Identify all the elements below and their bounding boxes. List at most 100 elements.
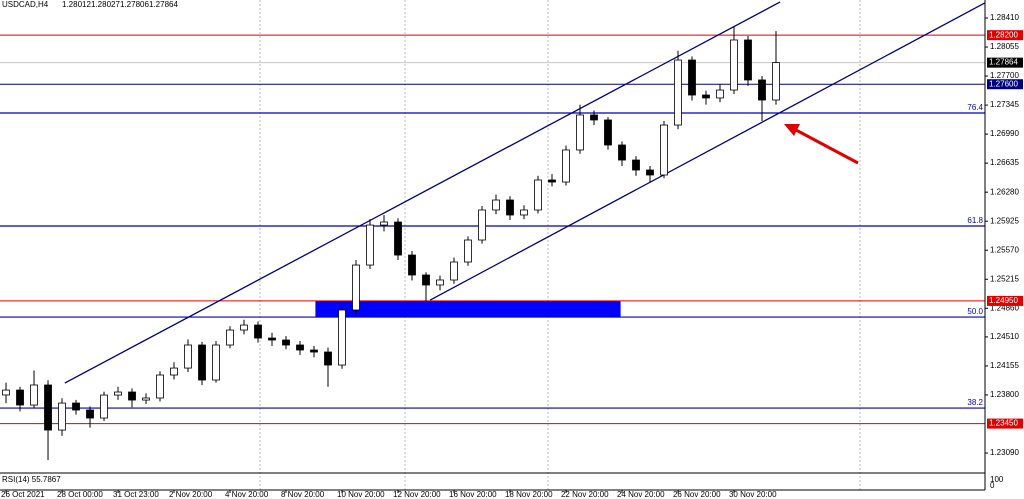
y-tick-label: 1.24860 [990, 303, 1019, 312]
candle-body [744, 39, 752, 81]
price-label-box [987, 295, 1023, 306]
x-tick-label: 22 Nov 20:00 [561, 490, 609, 499]
candle-body [394, 221, 402, 256]
x-tick-label: 4 Nov 20:00 [225, 490, 269, 499]
candle-body [478, 209, 486, 241]
price-label-box [987, 79, 1023, 90]
y-tick-label: 1.25215 [990, 274, 1019, 283]
candle-body [72, 402, 80, 411]
candle-body [464, 239, 472, 263]
candle-body [520, 209, 528, 216]
arrow [784, 124, 859, 165]
candle-body [212, 344, 220, 381]
y-tick-label: 1.26635 [990, 158, 1019, 167]
candle-body [240, 324, 248, 331]
current-price-label: 1.27864 [989, 58, 1018, 67]
candle-body [324, 351, 332, 366]
indicator-tick-label: 0 [990, 481, 995, 490]
candle-body [58, 402, 66, 431]
x-tick-label: 16 Nov 20:00 [449, 490, 497, 499]
candle-body [758, 79, 766, 101]
y-tick-label: 1.23090 [990, 448, 1019, 457]
arrow-head [784, 124, 800, 136]
candle-body [590, 114, 598, 121]
channel-line [429, 2, 985, 301]
price-label: 1.24950 [989, 296, 1018, 305]
candle-body [100, 394, 108, 419]
x-tick-label: 12 Nov 20:00 [393, 490, 441, 499]
y-tick-label: 1.28410 [990, 13, 1019, 22]
candle-body [688, 59, 696, 96]
candle-body [254, 324, 262, 339]
candle-body [282, 339, 290, 346]
candle-body [772, 62, 780, 101]
x-tick-label: 26 Nov 20:00 [673, 490, 721, 499]
y-tick-label: 1.27345 [990, 100, 1019, 109]
fib-label: 76.4 [967, 103, 983, 112]
candle-body [44, 384, 52, 431]
arrow-shaft [795, 128, 859, 165]
candle-body [128, 391, 136, 401]
x-tick-label: 31 Oct 23:00 [113, 490, 159, 499]
candle-body [660, 124, 668, 176]
candle-body [338, 309, 346, 366]
candle-body [646, 169, 654, 176]
x-tick-label: 26 Oct 2021 [1, 490, 45, 499]
channel-line [64, 1, 781, 384]
header-value: 1.28027 [91, 0, 120, 9]
y-tick-label: 1.26280 [990, 187, 1019, 196]
fib-label: 61.8 [967, 216, 983, 225]
price-label: 1.23450 [989, 419, 1018, 428]
symbol-label: USDCAD,H4 [2, 0, 49, 9]
current-price-box [987, 57, 1023, 68]
candle-body [492, 199, 500, 211]
y-tick-label: 1.23800 [990, 390, 1019, 399]
candle-body [170, 367, 178, 376]
y-tick-label: 1.25570 [990, 245, 1019, 254]
x-tick-label: 28 Oct 00:00 [57, 490, 103, 499]
candle-body [562, 149, 570, 183]
candle-body [2, 389, 10, 396]
y-tick-label: 1.25925 [990, 216, 1019, 225]
candle-body [702, 94, 710, 99]
candle-body [632, 159, 640, 171]
indicator-label: RSI(14) 55.7867 [2, 475, 61, 484]
header-value: 1.27806 [120, 0, 149, 9]
candle-body [730, 39, 738, 91]
header-value: 1.27864 [149, 0, 178, 9]
candle-body [422, 274, 430, 286]
candle-body [506, 199, 514, 216]
candle-body [268, 337, 276, 341]
price-label: 1.27600 [989, 79, 1018, 88]
x-tick-label: 24 Nov 20:00 [617, 490, 665, 499]
candle-body [16, 389, 24, 406]
y-tick-label: 1.26990 [990, 129, 1019, 138]
candle-body [142, 397, 150, 401]
price-label-box [987, 418, 1023, 429]
candle-body [716, 89, 724, 99]
support-zone [315, 300, 621, 318]
candle-body [296, 344, 304, 351]
y-tick-label: 1.24510 [990, 332, 1019, 341]
candle-body [548, 179, 556, 183]
candle-body [380, 221, 388, 226]
x-tick-label: 30 Nov 20:00 [729, 490, 777, 499]
indicator-tick-label: 100 [990, 475, 1004, 484]
y-tick-label: 1.28055 [990, 42, 1019, 51]
fib-label: 50.0 [967, 307, 983, 316]
x-tick-label: 10 Nov 20:00 [337, 490, 385, 499]
candle-body [604, 119, 612, 146]
candle-body [576, 114, 584, 151]
candle-body [618, 144, 626, 161]
header-value: 1.28012 [62, 0, 91, 9]
x-tick-label: 2 Nov 20:00 [169, 490, 213, 499]
y-tick-label: 1.24155 [990, 361, 1019, 370]
candle-body [408, 254, 416, 276]
x-tick-label: 8 Nov 20:00 [281, 490, 325, 499]
candle-body [674, 59, 682, 126]
candle-body [352, 264, 360, 311]
fib-label: 38.2 [967, 398, 983, 407]
price-label: 1.28200 [989, 30, 1018, 39]
price-label-box [987, 30, 1023, 41]
